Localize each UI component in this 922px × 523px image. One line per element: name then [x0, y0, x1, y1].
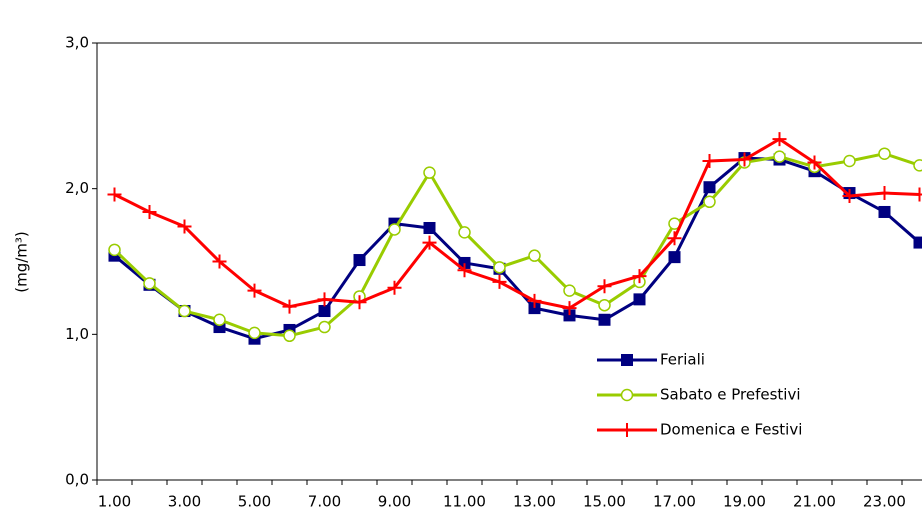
marker [598, 313, 611, 326]
legend-marker [620, 423, 634, 437]
marker [702, 153, 717, 168]
marker [142, 204, 157, 219]
x-tick-label: 7.00 [308, 493, 341, 511]
marker [107, 187, 122, 202]
marker [317, 292, 332, 307]
marker [177, 219, 192, 234]
x-tick-label: 19.00 [723, 493, 766, 511]
marker [807, 155, 822, 170]
x-tick-label: 13.00 [513, 493, 556, 511]
legend-marker [620, 388, 634, 402]
x-tick-label: 5.00 [238, 493, 271, 511]
y-tick-label: 1,0 [65, 325, 89, 343]
marker [318, 305, 331, 318]
marker [913, 159, 922, 172]
marker [212, 254, 227, 269]
y-tick-label: 3,0 [65, 34, 89, 52]
marker [143, 277, 156, 290]
legend-marker [621, 354, 633, 366]
marker [598, 298, 611, 312]
marker [912, 187, 922, 202]
marker [703, 181, 716, 194]
legend-label: Domenica e Festivi [660, 421, 802, 439]
marker [457, 263, 472, 278]
marker [563, 309, 576, 322]
x-tick-label: 17.00 [653, 493, 696, 511]
marker [247, 283, 262, 298]
y-tick-label: 2,0 [65, 179, 89, 197]
marker [842, 188, 857, 203]
y-axis-label: (mg/m³) [13, 231, 31, 293]
marker [772, 132, 787, 147]
marker [493, 261, 506, 274]
marker [527, 293, 542, 308]
marker [773, 150, 786, 163]
marker [703, 195, 716, 209]
marker [528, 249, 541, 262]
legend-label: Sabato e Prefestivi [660, 386, 801, 404]
line [113, 156, 921, 341]
marker [843, 154, 856, 168]
marker [878, 205, 891, 218]
legend-label: Feriali [660, 351, 705, 369]
marker [563, 284, 576, 297]
marker [352, 295, 367, 310]
marker [667, 231, 682, 246]
marker [422, 235, 437, 250]
marker [597, 279, 612, 294]
marker [913, 236, 922, 249]
x-tick-label: 1.00 [98, 493, 131, 511]
marker [458, 226, 471, 239]
marker [318, 320, 331, 334]
marker [388, 223, 401, 236]
marker [668, 251, 681, 264]
marker [877, 186, 892, 201]
marker [353, 254, 366, 267]
x-tick-label: 9.00 [378, 493, 411, 511]
line [113, 137, 920, 310]
y-tick-label: 0,0 [65, 471, 89, 489]
marker [178, 304, 191, 318]
marker [282, 299, 297, 314]
marker [213, 313, 226, 327]
marker [562, 301, 577, 316]
marker [737, 152, 752, 167]
marker [633, 293, 646, 306]
marker [387, 280, 402, 295]
marker [878, 147, 891, 160]
marker [423, 166, 436, 179]
marker [248, 326, 261, 340]
line [113, 152, 920, 338]
x-tick-label: 23.00 [863, 493, 906, 511]
x-tick-label: 3.00 [168, 493, 201, 511]
marker [423, 221, 436, 234]
marker [108, 243, 121, 257]
x-tick-label: 15.00 [583, 493, 626, 511]
marker [492, 274, 507, 289]
marker [283, 329, 296, 343]
x-tick-label: 21.00 [793, 493, 836, 511]
x-tick-label: 11.00 [443, 493, 486, 511]
marker [632, 269, 647, 284]
marker [528, 302, 541, 315]
